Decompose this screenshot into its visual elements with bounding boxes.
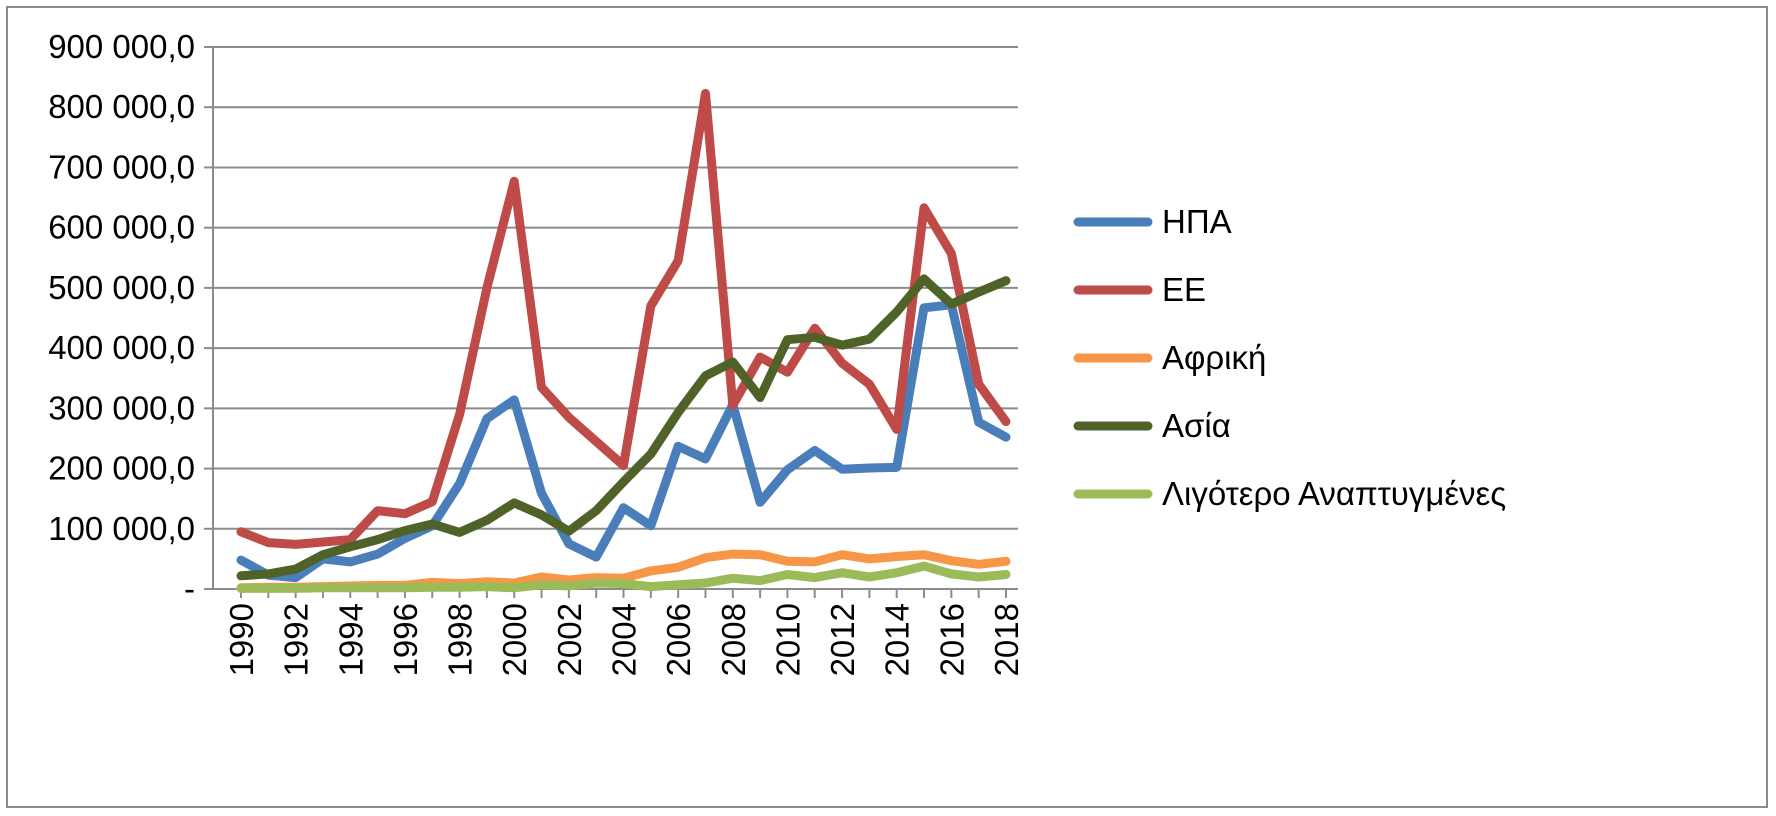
x-tick-label: 2000 — [496, 603, 533, 676]
line-chart: - 100 000,0 200 000,0 300 000,0 400 000,0 500… — [48, 28, 1506, 676]
x-tick-label: 2006 — [660, 603, 697, 676]
y-tick-label: - — [184, 570, 195, 607]
x-tick-label: 2016 — [933, 603, 970, 676]
series-line-0 — [236, 300, 1011, 583]
x-tick-label: 2010 — [769, 603, 806, 676]
y-tick-label: 300 000,0 — [48, 389, 195, 426]
legend-label-2: Αφρική — [1162, 339, 1266, 376]
y-tick-label: 900 000,0 — [48, 28, 195, 65]
x-tick-label: 1994 — [332, 603, 369, 676]
x-tick-label: 2018 — [988, 603, 1025, 676]
y-tick-label: 400 000,0 — [48, 329, 195, 366]
x-tick-label: 1998 — [442, 603, 479, 676]
y-tick-label: 200 000,0 — [48, 450, 195, 487]
legend-label-4: Λιγότερο Αναπτυγμένες — [1162, 475, 1506, 512]
chart-frame: - 100 000,0 200 000,0 300 000,0 400 000,0 500… — [6, 6, 1768, 808]
y-tick-label: 600 000,0 — [48, 209, 195, 246]
x-tick-label: 2008 — [715, 603, 752, 676]
y-tick-label: 700 000,0 — [48, 148, 195, 185]
y-tick-label: 100 000,0 — [48, 510, 195, 547]
x-tick-label: 1990 — [223, 603, 260, 676]
series-line-3 — [236, 274, 1011, 581]
y-tick-label: 500 000,0 — [48, 269, 195, 306]
series-line-4 — [236, 561, 1011, 593]
y-tick-label: 800 000,0 — [48, 88, 195, 125]
x-tick-label: 1996 — [387, 603, 424, 676]
x-tick-label: 2002 — [551, 603, 588, 676]
legend-label-0: ΗΠΑ — [1162, 203, 1232, 240]
x-tick-label: 2012 — [824, 603, 861, 676]
x-tick-label: 2004 — [606, 603, 643, 676]
legend-label-3: Ασία — [1162, 407, 1231, 444]
legend-label-1: ΕΕ — [1162, 271, 1206, 308]
x-tick-label: 1992 — [278, 603, 315, 676]
series-line-1 — [236, 88, 1011, 549]
x-tick-label: 2014 — [879, 603, 916, 676]
